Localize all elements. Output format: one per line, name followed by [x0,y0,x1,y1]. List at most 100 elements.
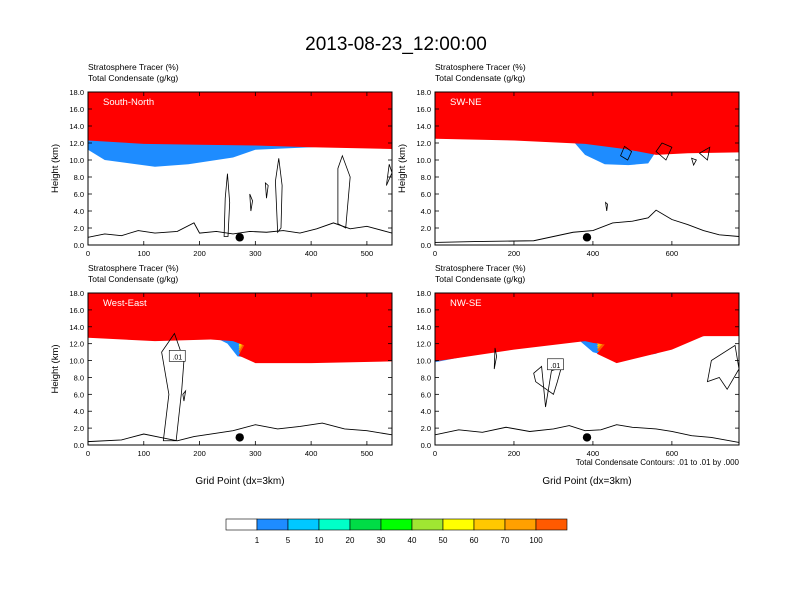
tracer-band-11 [88,293,392,364]
terrain-line [88,422,392,443]
location-marker [235,433,244,442]
contour-label: .01 [551,363,561,370]
y-tick-label: 12.0 [416,340,431,349]
y-tick-label: 4.0 [421,207,431,216]
plot-frame [434,292,740,446]
y-tick-label: 6.0 [74,390,84,399]
y-tick-label: 16.0 [69,105,84,114]
figure-title: 2013-08-23_12:00:00 [305,34,487,55]
x-tick-label: 0 [86,449,90,458]
plot-frame [87,292,393,446]
y-axis-label: Height (km) [50,144,61,193]
y-tick-label: 16.0 [416,105,431,114]
x-tick-label: 0 [86,249,90,258]
plot-frame [87,91,393,246]
panel-label: SW-NE [450,97,482,108]
x-tick-label: 500 [361,249,374,258]
y-axis-label: Height (km) [50,344,61,393]
y-tick-label: 8.0 [421,173,431,182]
location-marker [582,433,592,442]
contour-label: .01 [172,354,182,361]
panel-subtitle: Total Condensate (g/kg) [88,274,178,284]
x-tick-label: 400 [305,449,318,458]
colorbar-label: 60 [470,536,479,545]
x-tick-label: 400 [587,249,600,258]
y-tick-label: 6.0 [74,190,84,199]
condensate-contour [706,344,739,391]
panel-subtitle: Stratosphere Tracer (%) [435,62,526,72]
colorbar-label: 100 [529,536,543,545]
panel-subtitle: Stratosphere Tracer (%) [435,263,526,273]
panel-subtitle: Stratosphere Tracer (%) [88,263,179,273]
x-tick-label: 600 [666,249,679,258]
y-axis-label: Height (km) [397,144,408,193]
y-tick-label: 18.0 [69,88,84,97]
condensate-contour [605,201,608,212]
y-tick-label: 8.0 [421,373,431,382]
y-tick-label: 18.0 [69,289,84,298]
x-tick-label: 300 [249,449,262,458]
y-tick-label: 6.0 [421,190,431,199]
x-tick-label: 100 [138,449,151,458]
terrain-line [435,209,739,243]
condensate-contour [264,181,269,199]
y-tick-label: 2.0 [74,224,84,233]
y-tick-label: 8.0 [74,373,84,382]
y-tick-label: 0.0 [421,441,431,450]
colorbar-label: 1 [255,536,260,545]
tracer-band-11 [435,92,739,155]
contour-label-box [547,358,564,371]
panel-subtitle: Stratosphere Tracer (%) [88,62,179,72]
tracer-band-top [435,293,739,309]
x-tick-label: 300 [249,249,262,258]
panel-subtitle: Total Condensate (g/kg) [435,274,525,284]
contour-footnote: Total Condensate Contours: .01 to .01 by… [576,458,740,467]
tracer-band-11 [435,293,739,364]
y-tick-label: 14.0 [416,323,431,332]
tracer-band-top [435,92,739,108]
y-tick-label: 16.0 [69,306,84,315]
panel-sw-ne: SW-NE Stratosphere Tracer (%)Total Conden… [397,62,740,258]
tracer-band-top [88,92,392,108]
colorbar-label: 20 [346,536,355,545]
x-tick-label: 200 [193,449,206,458]
y-tick-label: 12.0 [69,139,84,148]
panel-subtitle: Total Condensate (g/kg) [88,73,178,83]
y-tick-label: 4.0 [421,407,431,416]
y-tick-label: 10.0 [69,357,84,366]
x-tick-label: 400 [305,249,318,258]
colorbar-label: 10 [315,536,324,545]
y-tick-label: 12.0 [69,340,84,349]
colorbar-swatch [225,518,258,531]
panel-south-north: South-North Stratosphere Tracer (%)Total … [50,62,393,258]
y-tick-label: 14.0 [416,122,431,131]
colorbar-label: 70 [501,536,510,545]
condensate-contour [493,347,497,370]
colorbar-swatch [442,518,475,531]
y-tick-label: 14.0 [69,122,84,131]
y-tick-label: 10.0 [416,357,431,366]
panel-plot-area [88,92,392,245]
panel-label: South-North [103,97,154,108]
y-tick-label: 2.0 [74,424,84,433]
colorbar-swatch [473,518,506,531]
colorbar: 1 5 10 20 30 40 50 60 70 100 [225,518,568,545]
x-tick-label: 100 [138,249,151,258]
y-tick-label: 10.0 [416,156,431,165]
colorbar-swatch [287,518,320,531]
x-axis-label: Grid Point (dx=3km) [195,476,284,487]
panel-plot-area [88,293,392,445]
plot-frame [434,91,740,246]
condensate-contour [386,164,392,186]
colorbar-swatch [256,518,289,531]
y-tick-label: 12.0 [416,139,431,148]
x-tick-label: 200 [193,249,206,258]
colorbar-label: 50 [439,536,448,545]
colorbar-swatch [380,518,413,531]
condensate-contour [161,332,185,442]
colorbar-label: 5 [286,536,291,545]
y-tick-label: 16.0 [416,306,431,315]
